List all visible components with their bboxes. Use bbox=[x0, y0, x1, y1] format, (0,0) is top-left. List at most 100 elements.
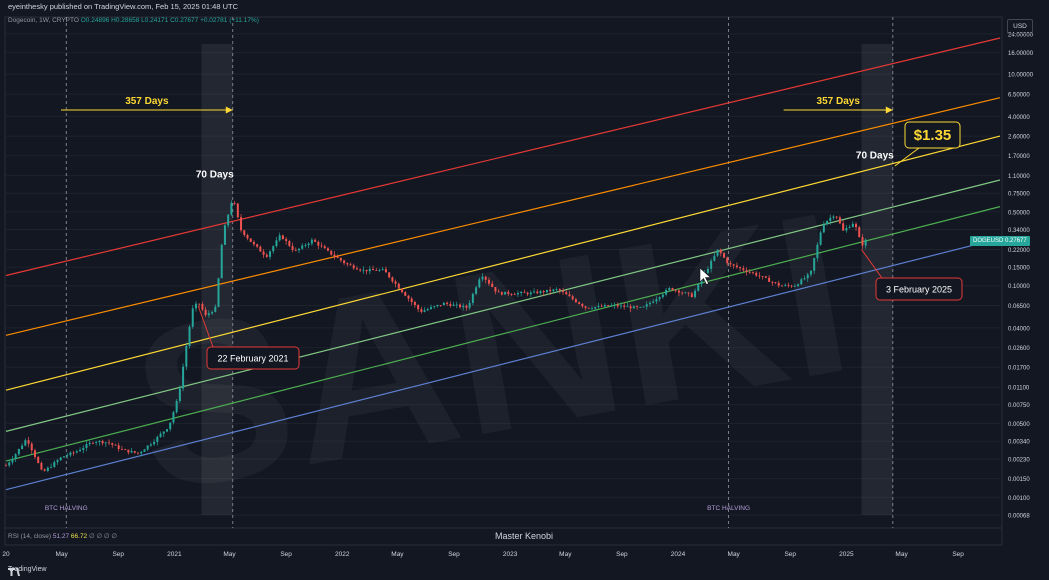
candle-body bbox=[175, 400, 178, 413]
days-arrowhead bbox=[225, 106, 233, 114]
candle-body bbox=[639, 307, 642, 308]
candle-body bbox=[855, 223, 858, 228]
candle-body bbox=[278, 235, 281, 241]
candle-body bbox=[243, 230, 246, 236]
candle-body bbox=[587, 307, 590, 309]
candle-body bbox=[114, 444, 117, 446]
candle-body bbox=[848, 227, 851, 228]
rsi-legend[interactable]: RSI (14, close) 51.27 66.72 ∅ ∅ ∅ ∅ bbox=[8, 532, 117, 540]
candle-body bbox=[471, 293, 474, 303]
days-arrowhead bbox=[885, 106, 893, 114]
rsi-label: RSI (14, close) bbox=[8, 533, 51, 540]
y-axis-tick-label: 0.15000 bbox=[1008, 266, 1030, 272]
candle-body bbox=[610, 305, 613, 307]
candle-body bbox=[845, 227, 848, 231]
candle-body bbox=[269, 251, 272, 257]
y-axis-tick-label: 4.00000 bbox=[1008, 115, 1030, 121]
candle-body bbox=[681, 292, 684, 294]
candle-body bbox=[365, 269, 368, 272]
candle-body bbox=[816, 244, 819, 259]
price-tag-value: 0.27677 bbox=[1005, 238, 1027, 244]
candle-body bbox=[784, 285, 787, 286]
candle-body bbox=[320, 245, 323, 247]
legend-symbol[interactable]: Dogecoin, 1W, CRYPTO bbox=[8, 17, 79, 24]
candle-body bbox=[671, 288, 674, 290]
candle-body bbox=[819, 232, 822, 245]
candle-body bbox=[764, 276, 767, 278]
candle-body bbox=[603, 305, 606, 307]
tradingview-logo-text[interactable]: TradingView bbox=[8, 566, 47, 573]
target-price-pointer bbox=[894, 147, 920, 167]
candle-body bbox=[729, 263, 732, 265]
candle-body bbox=[858, 227, 861, 238]
last-price-tag: DOGEUSD 0.27677 bbox=[970, 236, 1030, 246]
candle-body bbox=[381, 269, 384, 270]
currency-button[interactable]: USD bbox=[1007, 19, 1033, 34]
candle-body bbox=[362, 269, 365, 271]
candle-body bbox=[442, 302, 445, 306]
candle-body bbox=[194, 303, 197, 309]
candle-body bbox=[294, 249, 297, 251]
candle-body bbox=[423, 310, 426, 312]
candle-body bbox=[62, 456, 65, 458]
candle-body bbox=[343, 260, 346, 264]
candle-body bbox=[384, 269, 387, 273]
candle-body bbox=[172, 412, 175, 423]
candle-body bbox=[739, 267, 742, 269]
candle-body bbox=[188, 326, 191, 346]
candle-body bbox=[156, 436, 159, 442]
date-callout-box bbox=[875, 277, 963, 301]
candle-body bbox=[826, 221, 829, 225]
candle-body bbox=[861, 237, 864, 246]
candle-body bbox=[710, 260, 713, 269]
candle-body bbox=[533, 291, 536, 293]
candle-body bbox=[133, 451, 136, 453]
candle-body bbox=[458, 304, 461, 308]
candle-body bbox=[291, 245, 294, 250]
candle-body bbox=[262, 251, 265, 255]
author-name: Master Kenobi bbox=[495, 531, 554, 541]
candle-body bbox=[616, 304, 619, 307]
x-axis-tick-label: May bbox=[56, 551, 69, 558]
candle-body bbox=[426, 309, 429, 311]
candle-body bbox=[91, 442, 94, 444]
candle-body bbox=[452, 304, 455, 306]
candle-body bbox=[793, 286, 796, 287]
candle-body bbox=[797, 284, 800, 287]
candle-body bbox=[500, 292, 503, 295]
candle-body bbox=[777, 282, 780, 286]
candles bbox=[5, 200, 867, 473]
candle-body bbox=[98, 440, 101, 443]
candle-body bbox=[388, 272, 391, 278]
candle-body bbox=[697, 284, 700, 291]
candle-body bbox=[420, 309, 423, 312]
candle-body bbox=[43, 469, 46, 471]
candle-body bbox=[198, 303, 201, 305]
candle-body bbox=[578, 302, 581, 304]
candle-body bbox=[436, 304, 439, 307]
time-zone-shade bbox=[201, 44, 233, 515]
legend-open: O0.24896 bbox=[80, 17, 110, 24]
candle-body bbox=[558, 289, 561, 291]
candle-body bbox=[674, 289, 677, 291]
candle-body bbox=[404, 292, 407, 296]
candle-body bbox=[542, 291, 545, 293]
candle-body bbox=[735, 265, 738, 268]
candle-body bbox=[178, 388, 181, 401]
candle-body bbox=[613, 304, 616, 306]
candle-body bbox=[227, 214, 230, 226]
candle-body bbox=[24, 440, 27, 446]
x-axis-tick-label: 2021 bbox=[167, 551, 182, 558]
candle-body bbox=[842, 223, 845, 231]
date-callout-text: 3 February 2025 bbox=[886, 285, 952, 295]
candle-body bbox=[149, 444, 152, 446]
candle-body bbox=[211, 311, 214, 314]
y-axis-tick-label: 0.00230 bbox=[1008, 458, 1030, 464]
candle-body bbox=[539, 291, 542, 294]
x-axis-tick-label: 2022 bbox=[335, 551, 350, 558]
candle-body bbox=[236, 203, 239, 218]
y-axis-tick-label: 0.00750 bbox=[1008, 403, 1030, 409]
rsi-value-1: 51.27 bbox=[52, 533, 70, 540]
candle-body bbox=[574, 299, 577, 303]
